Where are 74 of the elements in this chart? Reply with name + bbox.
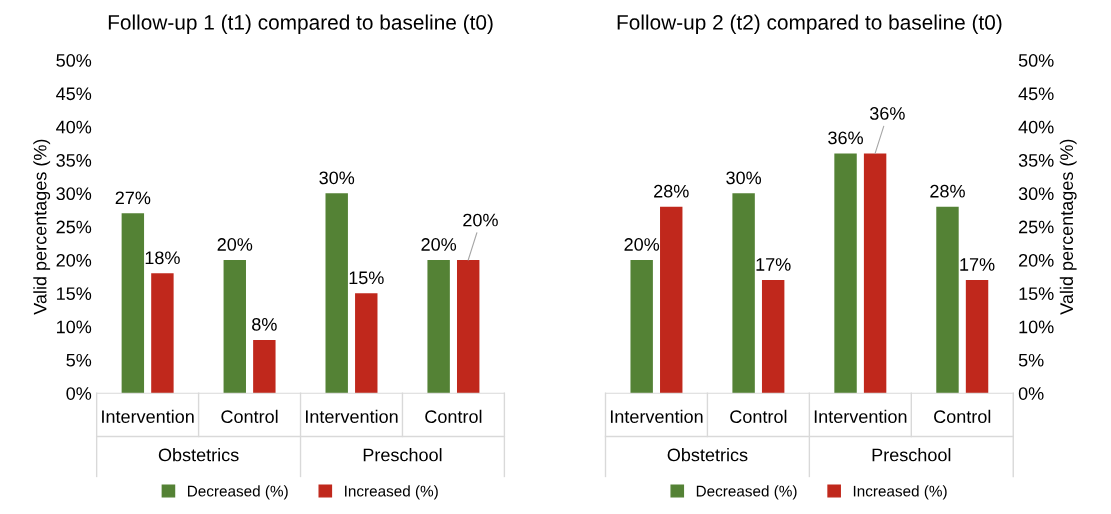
bar (630, 259, 653, 394)
text: Obstetrics (158, 448, 239, 462)
y-tick-label: 35% (56, 153, 92, 167)
data-label: 28% (654, 184, 689, 198)
data-label: 15% (349, 271, 384, 285)
legend-label: Decreased (%) (696, 485, 797, 500)
y2-tick-label: 50% (1018, 54, 1054, 67)
bar (355, 293, 378, 394)
y-tick-label: 0% (66, 387, 92, 400)
bar (936, 206, 959, 394)
legend-label: Decreased (%) (188, 485, 288, 500)
bar (732, 193, 755, 394)
bar (761, 279, 785, 394)
y-tick-label: 30% (56, 187, 92, 201)
x-tick-label: Intervention (102, 409, 194, 424)
bar (223, 259, 246, 394)
x-tick-label: Intervention (610, 409, 703, 424)
y2-tick-label: 15% (1019, 287, 1054, 301)
bar (965, 279, 989, 394)
x-tick-label: Control (934, 409, 991, 424)
y2-axis-title: Valid percentages (%) (1059, 139, 1077, 315)
y2-tick-label: 0% (1018, 387, 1044, 400)
data-label: 28% (930, 184, 965, 198)
y2-tick-label: 5% (1018, 353, 1044, 367)
bar (325, 193, 348, 394)
data-label: 17% (756, 258, 791, 271)
bar (427, 259, 450, 394)
x-tick-label: Intervention (305, 409, 398, 424)
data-label: 18% (145, 251, 180, 265)
data-label: 20% (217, 238, 253, 251)
bar (121, 213, 145, 394)
x-tick-label: Control (425, 409, 482, 424)
data-label: 8% (252, 318, 277, 331)
chart-title: Follow-up 1 (t1) compared to baseline (t0) (108, 14, 493, 34)
y2-tick-label: 45% (1018, 87, 1054, 101)
data-label: 36% (869, 107, 905, 120)
x-tick-label: Control (730, 409, 787, 424)
text: Obstetrics (667, 448, 748, 462)
text: Preschool (872, 448, 951, 462)
legend-label: Increased (%) (345, 485, 438, 500)
y2-tick-label: 20% (1019, 253, 1054, 267)
text: Preschool (363, 448, 442, 462)
x-tick-label: Control (221, 409, 278, 424)
x-tick-label: Intervention (814, 409, 907, 424)
y2-tick-label: 10% (1019, 320, 1054, 334)
y-tick-label: 20% (56, 253, 92, 267)
data-label: 30% (726, 171, 762, 185)
data-label: 20% (463, 213, 498, 227)
y2-tick-label: 40% (1018, 120, 1054, 134)
y2-tick-label: 25% (1019, 220, 1054, 234)
y-tick-label: 40% (56, 120, 92, 134)
y-tick-label: 45% (56, 87, 92, 101)
y-tick-label: 15% (57, 287, 92, 301)
chart-title: Follow-up 2 (t2) compared to baseline (t0) (617, 14, 1002, 34)
y-tick-label: 25% (56, 220, 92, 234)
bar (456, 259, 480, 394)
bar (253, 339, 276, 394)
data-label: 27% (115, 191, 151, 205)
data-label: 20% (421, 238, 457, 251)
bar (834, 153, 857, 394)
y-tick-label: 5% (66, 353, 92, 367)
data-label: 17% (960, 258, 995, 271)
legend-label: Increased (%) (853, 485, 947, 500)
data-label: 20% (624, 238, 660, 251)
data-label: 36% (828, 131, 863, 145)
y-axis-title: Valid percentages (%) (33, 139, 51, 315)
bar (660, 206, 683, 394)
bar (863, 153, 887, 394)
y-tick-label: 50% (56, 54, 92, 67)
y-tick-label: 10% (57, 320, 92, 334)
data-label: 30% (319, 171, 355, 185)
bar (151, 273, 174, 394)
y2-tick-label: 35% (1018, 153, 1054, 167)
y2-tick-label: 30% (1018, 187, 1054, 201)
